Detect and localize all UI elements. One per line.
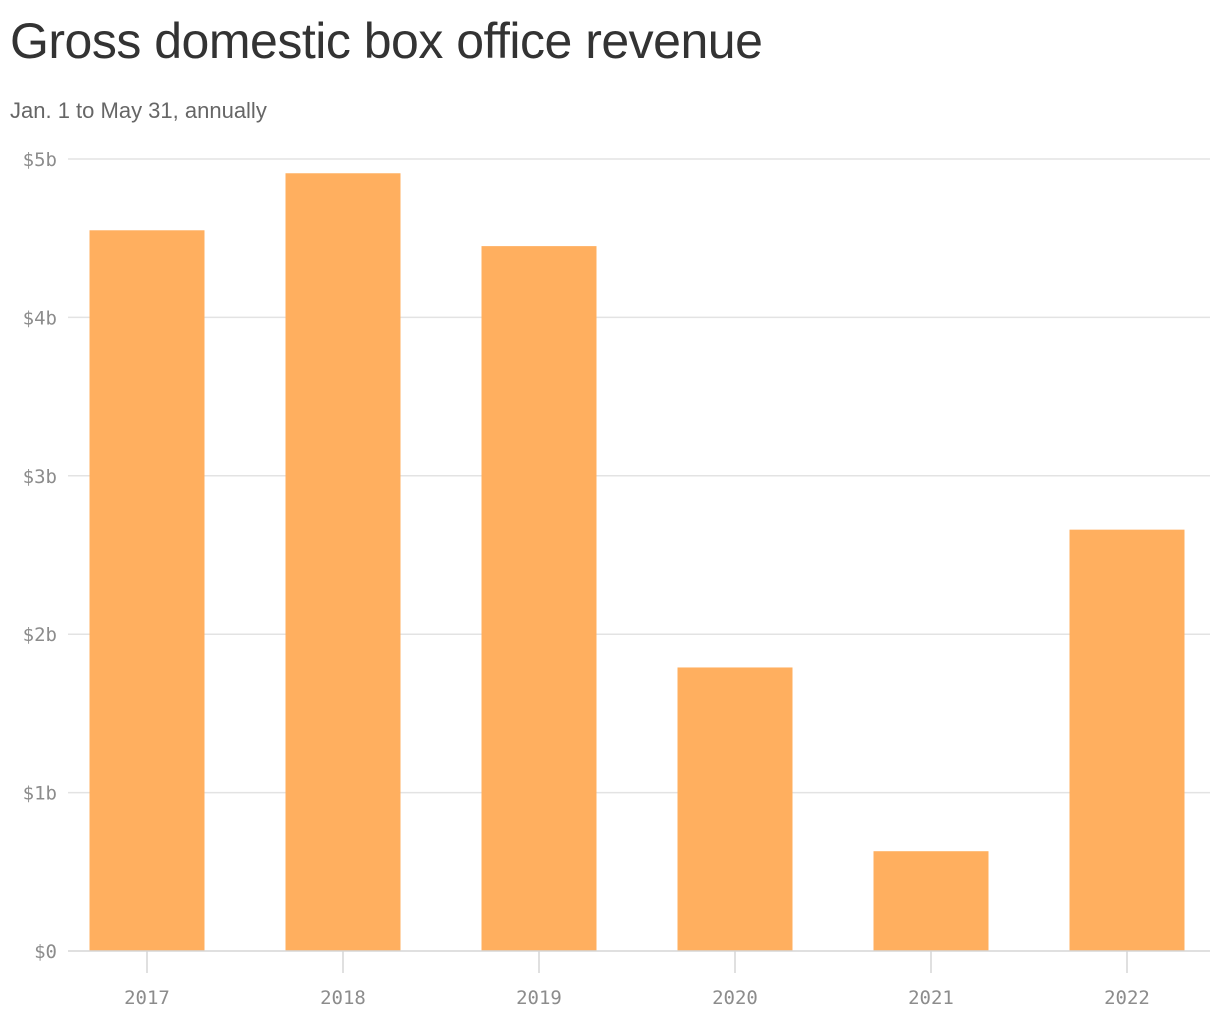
x-tick-label: 2022	[1104, 987, 1150, 1009]
bar-2019	[481, 246, 597, 951]
bars	[89, 173, 1185, 952]
y-tick-label: $5b	[23, 149, 57, 171]
grid-lines	[68, 158, 1210, 794]
x-axis: 2017 2018 2019 2020 2021 2022	[68, 950, 1210, 1009]
chart-title: Gross domestic box office revenue	[10, 13, 763, 69]
bar-2022	[1069, 529, 1185, 951]
x-tick-label: 2020	[712, 987, 758, 1009]
x-tick-label: 2019	[516, 987, 562, 1009]
y-tick-label: $3b	[23, 466, 57, 488]
x-tick-label: 2018	[320, 987, 366, 1009]
bar-2018	[285, 173, 401, 952]
y-tick-label: $4b	[23, 307, 57, 329]
y-axis-labels: $0 $1b $2b $3b $4b $5b	[23, 149, 57, 963]
y-tick-label: $0	[34, 941, 57, 963]
y-tick-label: $2b	[23, 624, 57, 646]
bar-2021	[873, 851, 989, 951]
x-tick-label: 2017	[124, 987, 170, 1009]
bar-2017	[89, 230, 205, 951]
bar-2020	[677, 667, 793, 951]
chart-subtitle: Jan. 1 to May 31, annually	[10, 98, 267, 123]
y-tick-label: $1b	[23, 783, 57, 805]
x-tick-label: 2021	[908, 987, 954, 1009]
